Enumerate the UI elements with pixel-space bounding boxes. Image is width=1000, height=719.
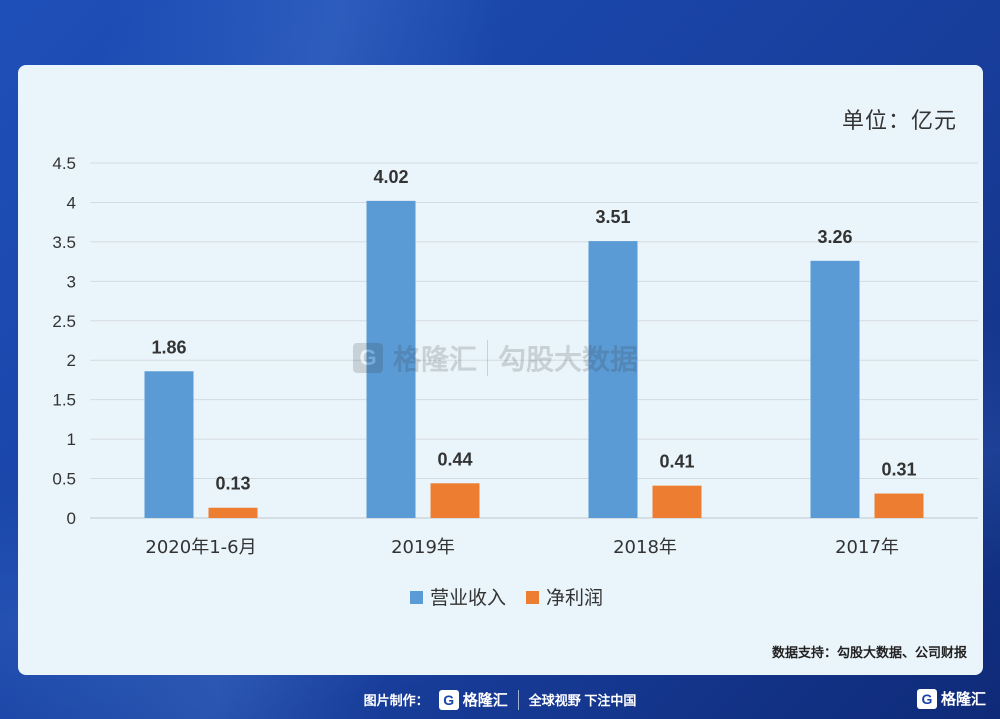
data-label: 0.13 <box>215 474 250 494</box>
bar-revenue <box>810 260 860 518</box>
legend-label: 营业收入 <box>430 587 506 609</box>
bar-revenue <box>588 241 638 518</box>
bar-revenue <box>366 200 416 518</box>
data-label: 3.26 <box>817 227 852 247</box>
bar-net-profit <box>652 485 702 518</box>
x-tick-label: 2017年 <box>835 537 899 558</box>
footer-brand: 格隆汇 <box>462 692 508 709</box>
y-tick-label: 0.5 <box>52 470 76 489</box>
y-tick-label: 3.5 <box>52 233 76 252</box>
data-label: 1.86 <box>151 337 186 357</box>
x-tick-label: 2018年 <box>613 537 677 558</box>
bar-net-profit <box>874 493 924 518</box>
legend-swatch <box>410 591 423 604</box>
footer-divider <box>517 689 519 710</box>
footer: 图片制作： G 格隆汇 全球视野 下注中国 <box>0 680 1000 719</box>
x-tick-label: 2019年 <box>391 537 455 558</box>
data-label: 3.51 <box>595 207 630 227</box>
legend-label: 净利润 <box>546 587 603 609</box>
bar-net-profit <box>430 483 480 518</box>
bar-chart: 0 0.5 1 1.5 2 2.5 3 3.5 4 4.5 1.86 0.13 2020年1-6月 4.0… <box>52 154 978 609</box>
data-label: 0.41 <box>659 452 694 472</box>
footer-made-by: 图片制作： <box>363 693 429 708</box>
chart-card: 单位：亿元 0 0.5 1 1.5 2 2.5 3 3.5 4 4.5 1.86 0.13 2020年1… <box>18 65 983 675</box>
brand-logo-icon: G <box>438 689 459 710</box>
brand-logo-icon: G <box>916 688 937 709</box>
y-tick-label: 1 <box>67 430 76 449</box>
unit-label: 单位：亿元 <box>841 108 957 133</box>
data-label: 4.02 <box>373 167 408 187</box>
corner-brand: 格隆汇 <box>940 691 986 708</box>
footer-logo: G 格隆汇 <box>438 689 508 710</box>
source-note: 数据支持：勾股大数据、公司财报 <box>771 645 967 660</box>
data-label: 0.31 <box>881 460 916 480</box>
x-tick-label: 2020年1-6月 <box>145 537 256 558</box>
y-tick-label: 4.5 <box>52 154 76 173</box>
corner-logo: G 格隆汇 <box>916 688 986 709</box>
legend-swatch <box>526 591 539 604</box>
bar-revenue <box>144 371 194 518</box>
footer-slogan: 全球视野 下注中国 <box>528 693 637 708</box>
y-tick-label: 0 <box>67 509 76 528</box>
y-tick-label: 4 <box>67 193 76 212</box>
y-tick-label: 2.5 <box>52 312 76 331</box>
y-tick-label: 2 <box>67 351 76 370</box>
y-tick-label: 1.5 <box>52 391 76 410</box>
data-label: 0.44 <box>437 449 472 469</box>
y-tick-label: 3 <box>67 272 76 291</box>
bar-net-profit <box>208 507 258 518</box>
